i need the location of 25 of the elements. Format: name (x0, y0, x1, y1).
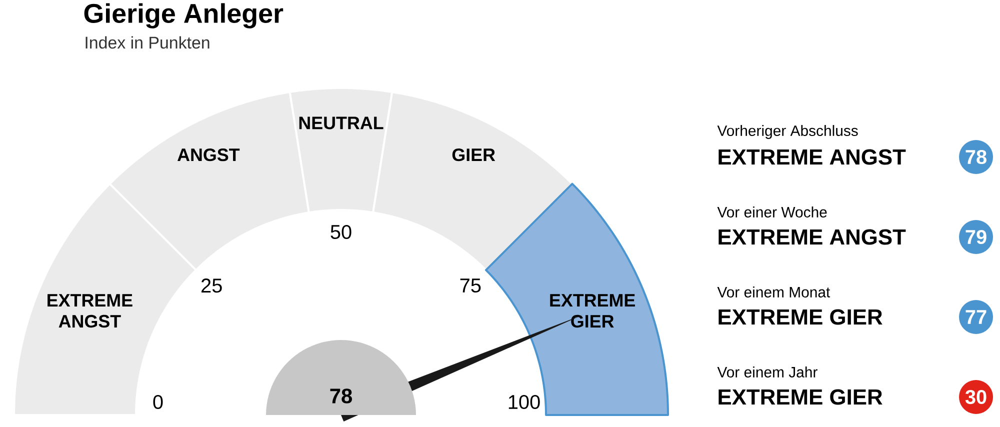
text: 0 (153, 394, 163, 410)
text: EXTREME ANGST (718, 149, 906, 165)
text: 50 (330, 224, 352, 240)
data-label: 77 (966, 310, 986, 324)
data-label: 30 (965, 390, 986, 404)
text: 25 (202, 278, 222, 293)
chart-subtitle: Index in Punkten (86, 36, 210, 49)
category-label: Vorheriger Abschluss (717, 125, 858, 139)
text: EXTREME GIER (718, 309, 882, 325)
text: 78 (330, 388, 352, 404)
slice-label: ANGST (178, 148, 240, 162)
data-label: 78 (966, 150, 986, 164)
slice-label: EXTREME ANGST (48, 294, 132, 328)
chart-title: Gierige Anleger (84, 3, 284, 28)
slice-label: EXTREME GIER (550, 294, 635, 328)
data-label: 79 (966, 230, 986, 244)
text: EXTREME GIER (718, 389, 882, 405)
text: 100 (508, 394, 540, 410)
text: 75 (460, 278, 481, 293)
category-label: Vor einem Jahr (717, 366, 818, 378)
category-label: Vor einem Monat (717, 286, 830, 298)
slice-label: GIER (452, 148, 496, 162)
text: EXTREME ANGST (718, 229, 906, 245)
category-label: Vor einer Woche (717, 206, 827, 218)
slice-label: NEUTRAL (299, 116, 384, 130)
